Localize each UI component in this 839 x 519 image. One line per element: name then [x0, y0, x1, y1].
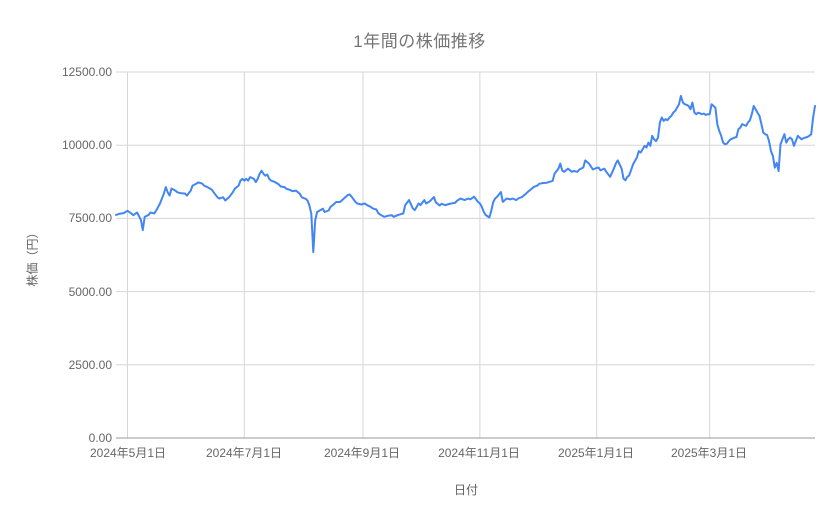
x-tick-label: 2024年5月1日: [89, 446, 167, 460]
x-tick-label: 2024年11月1日: [438, 446, 520, 460]
y-tick-label: 2500.00: [68, 358, 112, 372]
y-tick-label: 7500.00: [68, 211, 112, 225]
x-tick-label: 2025年3月1日: [670, 446, 748, 460]
chart-title: 1年間の株価推移: [353, 32, 486, 51]
x-tick-label: 2024年9月1日: [323, 446, 401, 460]
y-tick-label: 10000.00: [61, 138, 112, 152]
x-tick-label: 2024年7月1日: [205, 446, 283, 460]
y-tick-label: 12500.00: [61, 65, 112, 79]
x-axis-title: 日付: [453, 483, 478, 497]
y-tick-label: 5000.00: [68, 285, 112, 299]
x-tick-label: 2025年1月1日: [557, 446, 635, 460]
y-tick-label: 0.00: [88, 431, 112, 445]
price-line-series: [115, 94, 816, 254]
